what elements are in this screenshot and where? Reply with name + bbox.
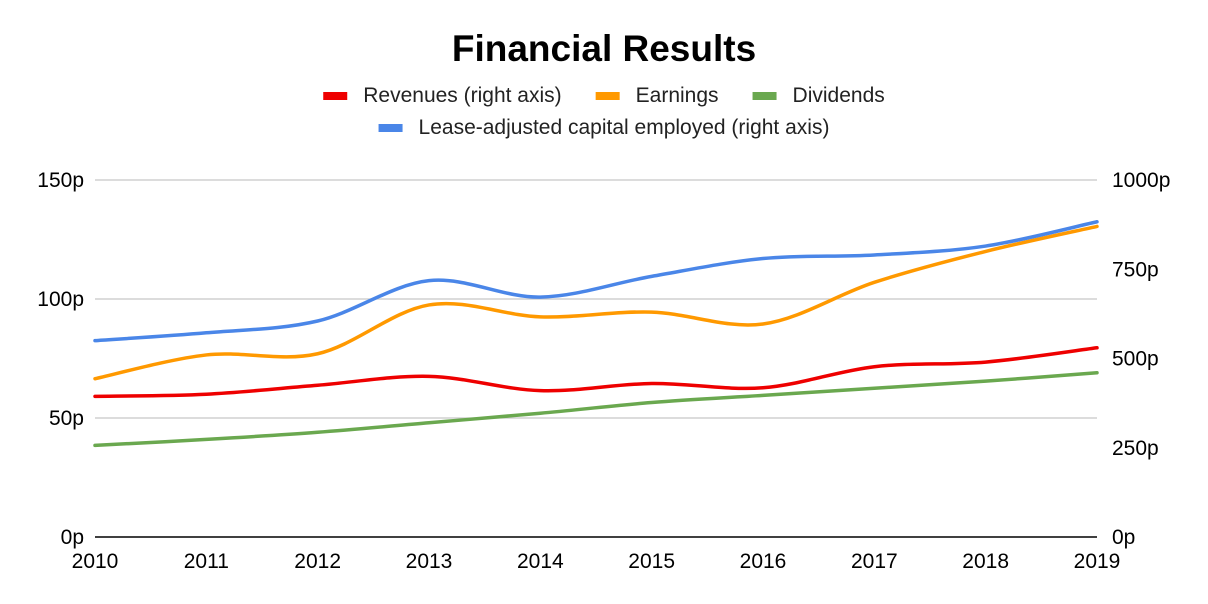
legend-label-earnings: Earnings <box>636 84 719 107</box>
legend-swatch-dividends <box>752 92 777 100</box>
x-axis-tick-label: 2012 <box>294 550 341 573</box>
x-axis-tick-label: 2010 <box>72 550 119 573</box>
series-line-earnings <box>93 224 1099 381</box>
left-axis-tick-label: 150p <box>37 169 84 192</box>
legend-swatch-earnings <box>595 92 620 100</box>
series-lines <box>93 220 1099 448</box>
legend-swatch-lease-adjusted-capital-employed-right-axis <box>378 124 403 132</box>
x-axis-tick-label: 2018 <box>962 550 1009 573</box>
right-axis-tick-label: 250p <box>1112 437 1159 460</box>
x-axis: 2010 2011 2012 2013 2014 2015 2016 2017 2018 2019 <box>72 550 1121 573</box>
series-line-dividends <box>93 371 1099 448</box>
x-axis-tick-label: 2017 <box>851 550 898 573</box>
x-axis-tick-label: 2013 <box>406 550 453 573</box>
gridlines <box>95 179 1097 538</box>
legend: Revenues (right axis) Earnings Dividends Le… <box>323 84 885 139</box>
legend-label-lease-adjusted-capital-employed-right-axis: Lease-adjusted capital employed (right a… <box>419 116 830 139</box>
series-line-revenues-right-axis <box>93 346 1099 399</box>
x-axis-tick-label: 2016 <box>740 550 787 573</box>
right-y-axis: 0p 250p 500p 750p 1000p <box>1112 169 1170 549</box>
x-axis-tick-label: 2011 <box>184 550 229 573</box>
right-axis-tick-label: 500p <box>1112 348 1159 371</box>
x-axis-tick-label: 2014 <box>517 550 564 573</box>
left-axis-tick-label: 50p <box>49 407 84 430</box>
series-line-lease-adjusted-capital-employed-right-axis <box>93 220 1099 343</box>
legend-label-revenues-right-axis: Revenues (right axis) <box>363 84 561 107</box>
x-axis-tick-label: 2019 <box>1074 550 1121 573</box>
right-axis-tick-label: 1000p <box>1112 169 1170 192</box>
left-y-axis: 0p 50p 100p 150p <box>37 169 84 549</box>
x-axis-tick-label: 2015 <box>628 550 675 573</box>
legend-swatch-revenues-right-axis <box>323 92 348 100</box>
legend-label-dividends: Dividends <box>793 84 885 107</box>
right-axis-tick-label: 0p <box>1112 526 1135 549</box>
chart-title: Financial Results <box>452 28 756 69</box>
left-axis-tick-label: 100p <box>37 288 84 311</box>
right-axis-tick-label: 750p <box>1112 258 1159 281</box>
left-axis-tick-label: 0p <box>61 526 84 549</box>
